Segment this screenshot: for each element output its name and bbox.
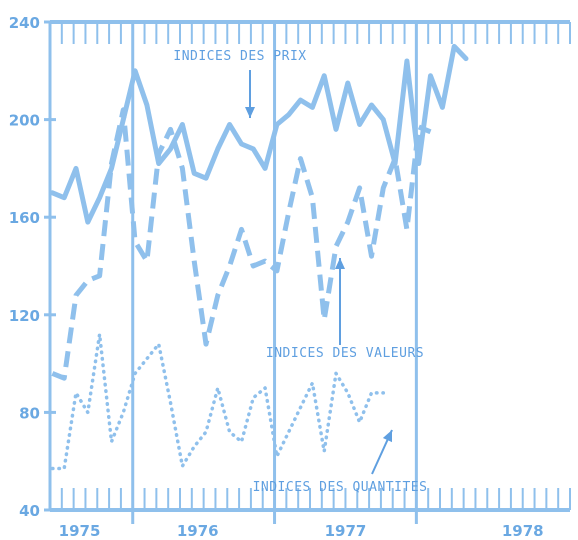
y-tick-label: 200 [9,112,40,130]
annotation-label: INDICES DES VALEURS [266,346,424,361]
series-layer [49,43,469,471]
x-year-label: 1975 [59,522,101,540]
annotation-label: INDICES DES QUANTITES [253,480,428,495]
x-year-label: 1977 [325,522,367,540]
annotation-label: INDICES DES PRIX [173,49,306,64]
annotation-arrow-head [382,430,392,443]
annotation-arrow-head [335,258,345,269]
annotation-layer: INDICES DES PRIX INDICES DES VALEURS INDIC… [173,49,427,495]
x-year-label: 1976 [177,522,219,540]
series-line-prix [49,43,469,225]
y-tick-label: 120 [9,307,40,325]
x-year-label: 1978 [502,522,544,540]
annotation-arrow-head [245,107,255,118]
series-line-valeurs [51,107,432,381]
y-tick-label: 240 [9,14,40,32]
y-tick-label: 160 [9,209,40,227]
y-tick-label: 40 [19,502,40,520]
y-tick-label: 80 [19,404,40,422]
